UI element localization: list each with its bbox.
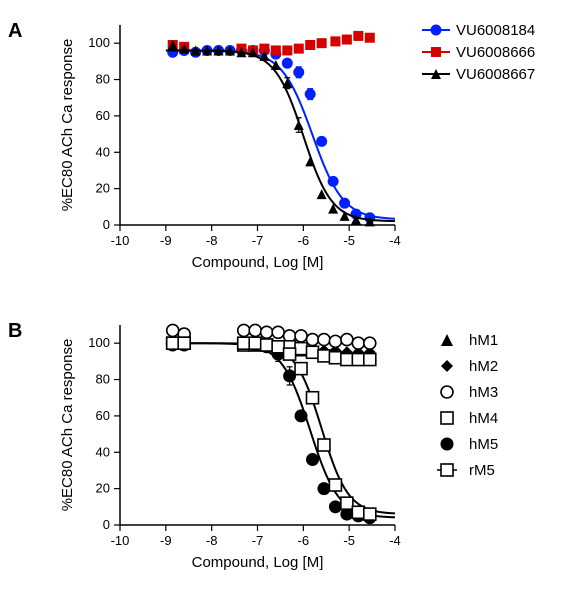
svg-text:0: 0 — [103, 517, 110, 532]
svg-text:%EC80 ACh Ca response: %EC80 ACh Ca response — [59, 39, 76, 212]
svg-text:hM2: hM2 — [469, 358, 498, 375]
legend-item: hM3 — [441, 384, 498, 401]
svg-text:-10: -10 — [111, 233, 130, 248]
svg-text:VU6008184: VU6008184 — [456, 22, 535, 39]
svg-text:-6: -6 — [298, 233, 310, 248]
svg-text:%EC80 ACh Ca response: %EC80 ACh Ca response — [59, 339, 76, 512]
legend-item: hM1 — [441, 332, 498, 349]
svg-text:20: 20 — [96, 181, 110, 196]
legend-item: VU6008666 — [422, 44, 535, 61]
svg-text:40: 40 — [96, 144, 110, 159]
svg-text:-4: -4 — [389, 533, 401, 548]
svg-text:Compound, Log [M]: Compound, Log [M] — [192, 554, 324, 571]
svg-text:-6: -6 — [298, 533, 310, 548]
svg-text:40: 40 — [96, 444, 110, 459]
svg-text:-7: -7 — [252, 233, 264, 248]
svg-text:80: 80 — [96, 72, 110, 87]
svg-text:60: 60 — [96, 108, 110, 123]
svg-text:Compound, Log [M]: Compound, Log [M] — [192, 254, 324, 271]
series-s1 — [166, 45, 395, 222]
svg-text:-5: -5 — [343, 533, 355, 548]
svg-text:hM1: hM1 — [469, 332, 498, 349]
svg-text:VU6008666: VU6008666 — [456, 44, 535, 61]
svg-text:-9: -9 — [160, 233, 172, 248]
svg-text:-8: -8 — [206, 533, 218, 548]
svg-text:-7: -7 — [252, 533, 264, 548]
svg-text:100: 100 — [88, 35, 110, 50]
svg-text:-5: -5 — [343, 233, 355, 248]
svg-text:rM5: rM5 — [469, 462, 495, 479]
svg-text:80: 80 — [96, 372, 110, 387]
figure-container: { "canvas": { "width": 571, "height": 60… — [0, 0, 571, 600]
legend-item: hM5 — [441, 436, 498, 453]
svg-text:0: 0 — [103, 217, 110, 232]
panel-b: -10 -9 -8 -7 -6 -5 -4 0 20 40 60 80 100 Compound, Log… — [45, 315, 415, 580]
panel-a: -10 -9 -8 -7 -6 -5 -4 0 20 40 60 80 100 Compound, Log… — [45, 15, 415, 275]
svg-text:100: 100 — [88, 335, 110, 350]
svg-text:20: 20 — [96, 481, 110, 496]
panel-b-label: B — [8, 320, 22, 343]
svg-text:60: 60 — [96, 408, 110, 423]
legend-item: hM4 — [441, 410, 498, 427]
panel-a-label: A — [8, 20, 22, 43]
svg-text:hM5: hM5 — [469, 436, 498, 453]
legend-item: VU6008184 — [422, 22, 535, 39]
svg-text:-4: -4 — [389, 233, 401, 248]
legend-item: rM5 — [437, 462, 495, 479]
svg-text:-8: -8 — [206, 233, 218, 248]
svg-text:-10: -10 — [111, 533, 130, 548]
svg-text:hM4: hM4 — [469, 410, 498, 427]
legend-b: hM1 hM2 hM3 hM4 hM5 rM5 — [435, 330, 571, 496]
svg-text:-9: -9 — [160, 533, 172, 548]
svg-text:hM3: hM3 — [469, 384, 498, 401]
legend-item: hM2 — [441, 358, 498, 375]
svg-text:VU6008667: VU6008667 — [456, 66, 535, 83]
legend-item: VU6008667 — [422, 66, 535, 83]
legend-a: VU6008184 VU6008666 VU6008667 — [420, 20, 570, 96]
